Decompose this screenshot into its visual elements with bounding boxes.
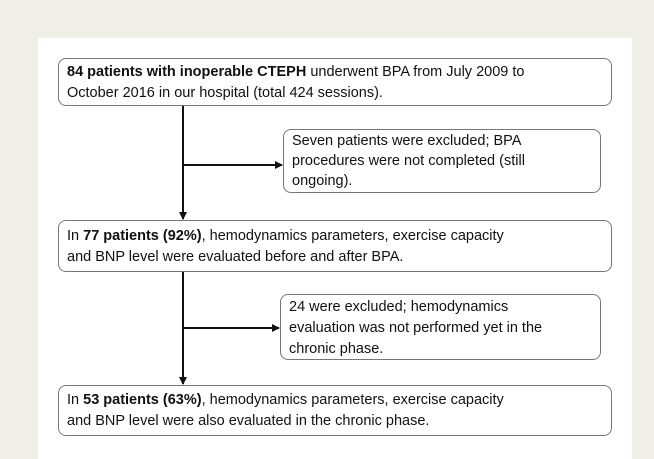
text: , hemodynamics parameters, exercise capa… <box>201 228 504 244</box>
flow-box: 84 patients with inoperable CTEPH underw… <box>58 58 612 106</box>
text: Seven patients were excluded; BPA <box>292 133 522 149</box>
text: evaluation was not performed yet in the <box>289 320 543 336</box>
text: , hemodynamics parameters, exercise capa… <box>201 392 504 408</box>
text: and BNP level were evaluated before and … <box>67 249 404 265</box>
text: ongoing). <box>292 173 353 189</box>
text: In <box>67 392 84 408</box>
text: In <box>67 228 84 244</box>
text: procedures were not completed (still <box>292 153 525 169</box>
text: and BNP level were also evaluated in the… <box>67 413 430 429</box>
text: 24 were excluded; hemodynamics <box>289 299 509 315</box>
exclusion-box: 24 were excluded; hemodynamics evaluatio… <box>280 294 601 360</box>
flow-box: In 77 patients (92%), hemodynamics param… <box>58 220 612 272</box>
text: chronic phase. <box>289 341 384 357</box>
bold-text: 77 patients (92%) <box>83 228 202 244</box>
bold-text: 53 patients (63%) <box>83 392 202 408</box>
text: October 2016 in our hospital (total 424 … <box>67 85 383 101</box>
flow-box: In 53 patients (63%), hemodynamics param… <box>58 385 612 436</box>
bold-text: 84 patients with inoperable CTEPH <box>67 64 307 80</box>
exclusion-box: Seven patients were excluded; BPA proced… <box>283 129 601 193</box>
text: underwent BPA from July 2009 to <box>306 64 525 80</box>
